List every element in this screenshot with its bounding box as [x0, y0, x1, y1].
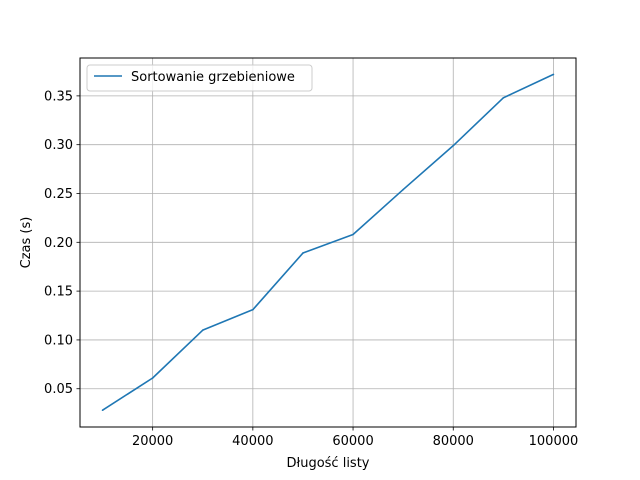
- x-tick-label: 100000: [529, 434, 579, 449]
- series-line: [102, 73, 554, 411]
- grid: [80, 58, 576, 427]
- y-tick-label: 0.25: [44, 187, 73, 202]
- x-tick-label: 60000: [332, 434, 373, 449]
- data-point: [502, 97, 505, 99]
- y-tick-label: 0.30: [44, 138, 73, 153]
- x-axis-label: Długość listy: [287, 456, 370, 471]
- legend-box: [86, 64, 313, 92]
- data-point: [252, 308, 254, 311]
- series-layer: [101, 73, 555, 412]
- legend-label: Sortowanie grzebieniowe: [131, 70, 295, 85]
- x-tick-label: 40000: [232, 434, 273, 449]
- data-point: [452, 144, 455, 147]
- x-tick-label: 20000: [132, 434, 173, 449]
- data-point: [352, 233, 354, 236]
- axis-ticks: 20000 40000 60000 80000 100000 0.05 0.10 0.15 0.…: [44, 89, 578, 449]
- data-point: [552, 73, 555, 76]
- y-axis-label: Czas (s): [19, 217, 34, 269]
- legend: Sortowanie grzebieniowe: [86, 64, 313, 92]
- y-tick-label: 0.15: [44, 285, 73, 300]
- data-point: [101, 409, 104, 412]
- data-point: [201, 329, 204, 331]
- y-tick-label: 0.10: [44, 333, 73, 348]
- y-tick-label: 0.35: [44, 89, 73, 104]
- x-tick-label: 80000: [433, 434, 474, 449]
- data-point: [302, 252, 304, 254]
- y-tick-label: 0.05: [44, 382, 73, 397]
- data-point: [402, 188, 404, 191]
- data-point: [151, 377, 154, 379]
- y-tick-label: 0.20: [44, 236, 73, 251]
